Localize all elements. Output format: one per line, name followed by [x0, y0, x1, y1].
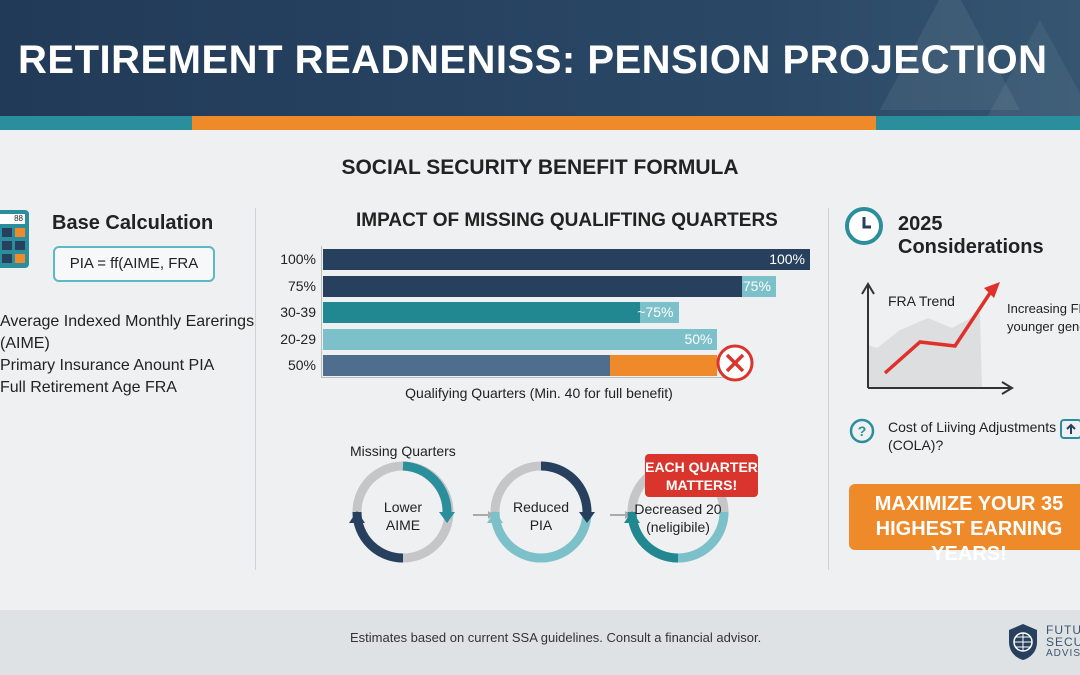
bar-segment	[323, 302, 640, 323]
list-item: Full Retirement Age FRA	[0, 379, 177, 396]
y-tick-label: 50%	[287, 357, 316, 373]
trend-note: Increasing FR younger gene	[1007, 301, 1080, 334]
upload-icon	[1060, 419, 1080, 439]
svg-text:?: ?	[858, 423, 867, 439]
formula-box: PIA = ff(AIME, FRA	[53, 246, 215, 282]
list-item: Primary Insurance Anount PIA	[0, 357, 215, 374]
divider	[255, 208, 256, 570]
calculator-icon: 88	[0, 210, 29, 268]
bar-segment	[610, 355, 718, 376]
bar-data-label: 100%	[769, 251, 805, 267]
section-title: SOCIAL SECURITY BENEFIT FORMULA	[341, 156, 739, 179]
step-lower-aime: Lower AIME	[383, 499, 423, 533]
logo-text: FUTURESECUREADVISORS	[1046, 623, 1080, 659]
maximize-earnings-callout: MAXIMIZE YOUR 35 HIGHEST EARNING YEARS!	[849, 484, 1080, 565]
flow-heading: Missing Quarters	[350, 443, 456, 459]
disclaimer: Estimates based on current SSA guideline…	[350, 630, 762, 645]
bar-data-label: ~75%	[637, 304, 674, 320]
considerations-heading: 2025 Considerations	[898, 213, 1044, 258]
x-axis-label: Qualifying Quarters (Min. 40 for full be…	[405, 385, 673, 401]
bar-segment	[323, 249, 810, 270]
list-item: (AIME)	[0, 335, 50, 352]
cycle-ring-icon	[487, 461, 595, 563]
question-icon: ?	[849, 418, 875, 444]
stripe-teal-right	[876, 116, 1080, 130]
bar-data-label: 50%	[684, 330, 713, 347]
footer: Estimates based on current SSA guideline…	[0, 610, 1080, 675]
chart-title: IMPACT OF MISSING QUALIFTING QUARTERS	[356, 210, 778, 231]
fra-trend-label: FRA Trend	[888, 293, 955, 309]
stripe-teal	[0, 116, 192, 130]
bar-segment	[323, 355, 611, 376]
y-tick-label: 20-29	[280, 330, 316, 347]
bar-segment	[639, 302, 679, 323]
header: RETIREMENT READNENISS: PENSION PROJECTIO…	[0, 0, 1080, 116]
clock-icon	[845, 207, 883, 245]
error-x-icon	[716, 344, 754, 382]
shield-globe-logo-icon	[1009, 624, 1037, 660]
page-title: RETIREMENT READNENISS: PENSION PROJECTIO…	[18, 38, 1048, 82]
bar-data-label: 75%	[742, 277, 771, 294]
x-axis	[321, 377, 746, 378]
fra-trend-chart	[861, 282, 1014, 395]
y-axis	[321, 246, 322, 378]
y-tick-label: 30-39	[280, 304, 316, 320]
step-decreased: Decreased 20 (neligibile)	[634, 501, 722, 535]
list-item: Average Indexed Monthly Earerings	[0, 313, 255, 330]
stripe-orange	[192, 116, 876, 130]
bar-segment	[323, 328, 718, 350]
cola-text: Cost of Liiving Adjustments (COLA)?	[888, 419, 1057, 453]
y-tick-label: 100%	[280, 251, 316, 267]
base-calculation-heading: Base Calculation	[52, 212, 214, 234]
bar-segment	[323, 275, 742, 297]
step-reduced-pia: Reduced PIA	[512, 499, 570, 533]
y-tick-label: 75%	[287, 277, 316, 294]
divider	[828, 208, 829, 570]
bar-segment	[741, 275, 776, 297]
cycle-ring-icon	[349, 461, 455, 563]
flow-cycle-diagram	[349, 461, 729, 563]
each-quarter-matters-badge: EACH QUARTER MATTERS!	[645, 454, 758, 497]
